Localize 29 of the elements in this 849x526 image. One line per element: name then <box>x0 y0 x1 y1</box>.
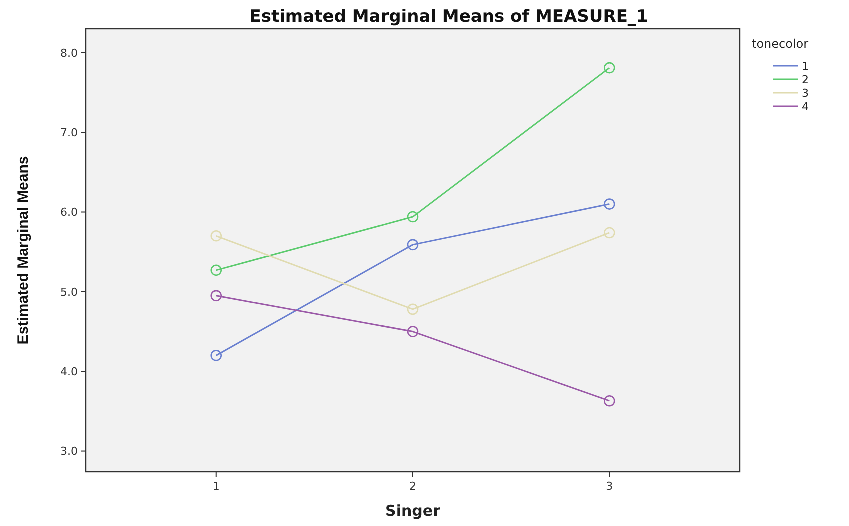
y-tick-label: 7.0 <box>60 126 78 140</box>
point <box>407 304 419 316</box>
point <box>407 239 419 251</box>
point <box>210 290 222 302</box>
legend-label: 4 <box>802 100 809 114</box>
x-axis-title: Singer <box>386 502 442 520</box>
y-axis-title: Estimated Marginal Means <box>15 156 32 345</box>
y-tick-label: 6.0 <box>60 206 78 220</box>
y-tick-label: 3.0 <box>60 445 78 458</box>
point <box>210 264 222 276</box>
y-tick-label: 4.0 <box>60 365 78 378</box>
y-tick-label: 5.0 <box>60 286 78 299</box>
x-tick-label: 1 <box>212 480 220 493</box>
chart-title: Estimated Marginal Means of MEASURE_1 <box>250 7 648 27</box>
x-tick-label: 3 <box>606 480 614 493</box>
point <box>604 62 616 74</box>
point <box>210 350 222 362</box>
legend-title: tonecolor <box>752 37 809 51</box>
legend-label: 2 <box>802 73 809 86</box>
point <box>407 211 419 223</box>
point <box>407 326 419 338</box>
point <box>604 395 616 407</box>
legend-label: 3 <box>802 86 809 100</box>
point <box>210 230 222 242</box>
y-tick-label: 8.0 <box>60 46 78 60</box>
point <box>604 227 616 239</box>
x-tick-label: 2 <box>410 480 416 493</box>
legend-label: 1 <box>802 60 809 73</box>
point <box>604 198 616 210</box>
